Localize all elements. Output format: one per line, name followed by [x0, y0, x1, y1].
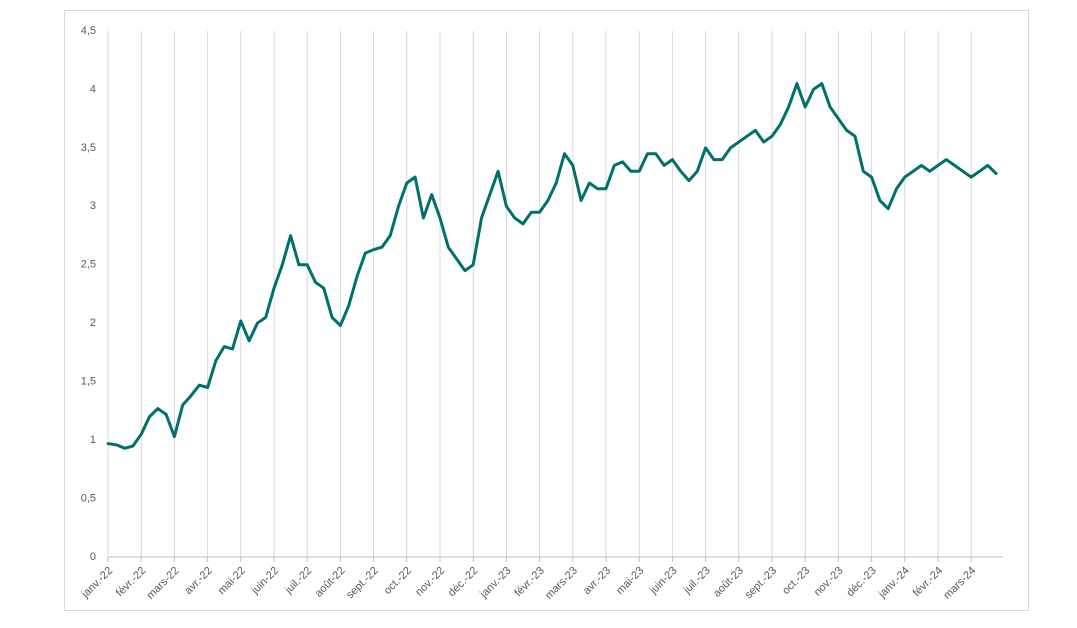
line-series	[106, 82, 998, 450]
y-tick-label: 4	[90, 83, 96, 95]
chart-border	[64, 10, 1029, 611]
y-tick-label: 1	[90, 434, 96, 446]
y-tick-label: 2,5	[81, 259, 96, 271]
y-tick-label: 3,5	[81, 142, 96, 154]
y-tick-label: 0,5	[81, 492, 96, 504]
y-tick-label: 0	[90, 551, 96, 563]
y-tick-label: 4,5	[81, 25, 96, 37]
y-tick-label: 3	[90, 200, 96, 212]
y-tick-label: 2	[90, 317, 96, 329]
y-tick-label: 1,5	[81, 376, 96, 388]
